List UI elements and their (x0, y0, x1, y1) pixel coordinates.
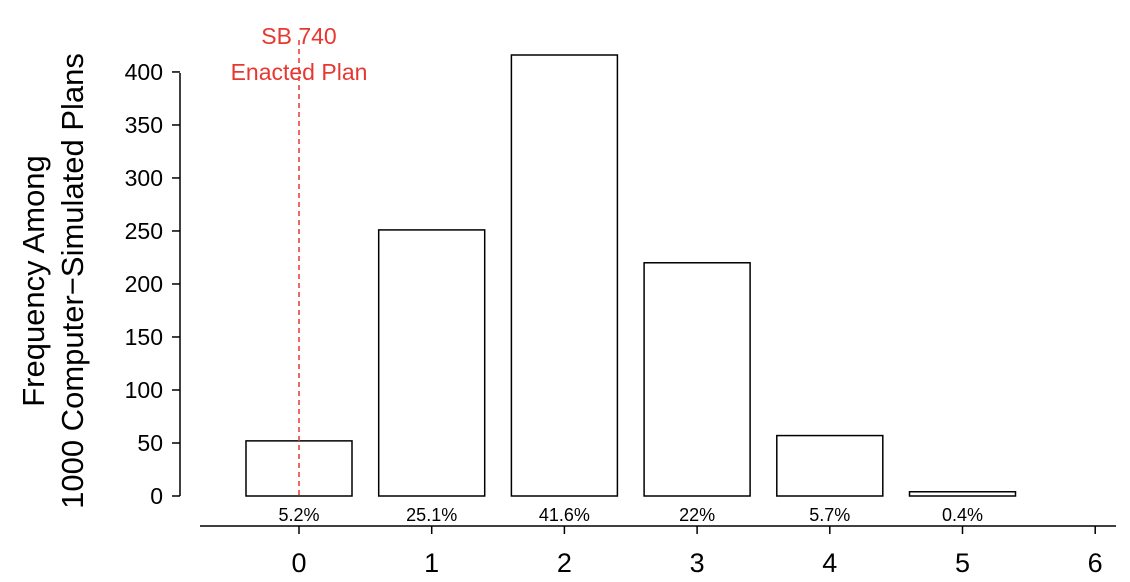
bar (643, 262, 751, 497)
bar-percent-label: 22% (679, 505, 715, 525)
bar-percent-label: 5.7% (809, 505, 850, 525)
x-tick-label: 2 (557, 548, 572, 578)
x-tick-label: 5 (955, 548, 970, 578)
bar (776, 434, 884, 497)
x-tick-label: 3 (690, 548, 705, 578)
y-tick-label: 50 (137, 430, 163, 456)
bar-percent-label: 41.6% (539, 505, 590, 525)
y-tick-label: 350 (125, 112, 163, 138)
x-tick-label: 0 (291, 548, 306, 578)
y-axis-title-line1: Frequency Among (16, 155, 51, 407)
x-axis: 0 1 2 3 4 5 6 (291, 526, 1103, 578)
bar-percent-label: 25.1% (406, 505, 457, 525)
y-tick-label: 300 (125, 165, 163, 191)
bars (245, 54, 1017, 497)
x-tick-label: 1 (424, 548, 439, 578)
y-axis-title-line2: 1000 Computer−Simulated Plans (55, 53, 90, 509)
x-tick-label: 4 (822, 548, 837, 578)
percent-labels: 5.2% 25.1% 41.6% 22% 5.7% 0.4% (278, 505, 983, 525)
x-tick-label: 6 (1088, 548, 1103, 578)
bar (908, 491, 1017, 497)
y-tick-label: 150 (125, 324, 163, 350)
bar-percent-label: 5.2% (278, 505, 319, 525)
bar-percent-label: 0.4% (942, 505, 983, 525)
y-tick-label: 200 (125, 271, 163, 297)
y-tick-label: 100 (125, 377, 163, 403)
y-axis: 0 50 100 150 200 250 300 350 400 (125, 59, 180, 509)
y-tick-label: 400 (125, 59, 163, 85)
reference-annotation-line1: SB 740 (261, 23, 336, 49)
reference-annotation-line2: Enacted Plan (231, 59, 368, 85)
y-tick-label: 0 (150, 483, 163, 509)
bar (377, 229, 486, 497)
y-tick-label: 250 (125, 218, 163, 244)
bar (510, 54, 619, 497)
